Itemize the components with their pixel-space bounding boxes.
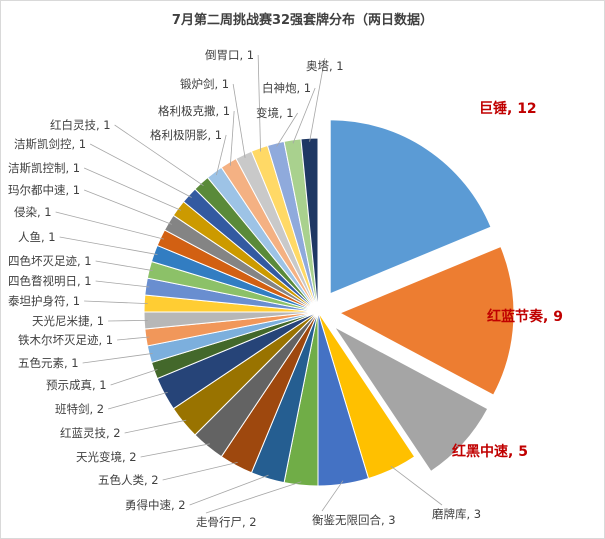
leader-6cf0576662a48eab7b26 — [84, 300, 148, 305]
slice-label-501280c353e3: 倒胃口, 1 — [205, 48, 254, 62]
slice-label-73ed72795251: 班特剑, 2 — [55, 402, 104, 416]
leader-4e9482724eba7c7b — [162, 461, 238, 481]
leader-5929514953d85883 — [140, 443, 210, 458]
slice-7ea284dd8282594f — [338, 245, 515, 396]
leader-78e8724c5e93 — [390, 465, 443, 506]
slice-label-8861927465e0965056de5408: 衡鉴无限回合, 3 — [312, 513, 396, 527]
leader-6d0165af51ef525163a7 — [89, 143, 192, 198]
slice-label-8d709aa8884c5c38: 走骨行尸, 2 — [196, 515, 257, 529]
leader-501280c353e3 — [257, 54, 261, 152]
slice-label-4eba9c7c: 人鱼, 1 — [18, 230, 56, 244]
slice-7ea29ed14e2d901f — [333, 326, 489, 473]
slice-label-683c52296781514b6492: 格利极克撒, 1 — [158, 104, 230, 118]
leader-4e94827251437d20 — [82, 353, 153, 364]
slice-label-953b70895251: 锻炉剑, 1 — [180, 77, 229, 91]
leader-59655854 — [309, 57, 326, 142]
slice-label-4e9482724eba7c7b: 五色人类, 2 — [98, 473, 159, 487]
leader-94c167285c14574f706d8db38ff9 — [117, 336, 150, 341]
leader-592951495c3c7c736377 — [108, 319, 148, 322]
slice-label-59655854: 奥塔, 1 — [306, 59, 344, 73]
slice-label-7ea29ed14e2d901f: 红黑中速, 5 — [452, 443, 528, 460]
leader-56db8272574f706d8db38ff9 — [95, 260, 153, 271]
slice-label-94c167285c14574f706d8db38ff9: 铁木尔坏灭足迹, 1 — [18, 333, 113, 347]
leader-8861927465e0965056de5408 — [321, 480, 344, 512]
pie-slices — [143, 119, 515, 487]
leader-8d709aa8884c5c38 — [205, 481, 302, 514]
slice-label-767d795e70ae: 白神炮, 1 — [262, 81, 311, 95]
leader-73ed72795251 — [108, 391, 168, 410]
slice-label-592951495c3c7c736377: 天光尼米捷, 1 — [32, 314, 104, 328]
slice-5de89524 — [329, 119, 492, 295]
slice-label-739b5c1490fd4e2d901f: 玛尔都中速, 1 — [8, 183, 80, 197]
leader-683c52296781514b6492 — [229, 110, 235, 166]
leader-53d85883 — [276, 112, 298, 147]
leader-52c75f974e2d901f — [189, 474, 269, 506]
leader-9884793a6210771f — [110, 369, 158, 386]
slice-label-7ea2767d70756280: 红白灵技, 1 — [50, 118, 111, 132]
slice-59655854 — [300, 137, 319, 313]
slice-labels: 巨锤, 12 红蓝节奏, 9 红黑中速, 5 磨牌库, 3 衡鉴无限回合, 3 走骨行尸,… — [8, 48, 563, 529]
slice-label-5929514953d85883: 天光变境, 2 — [76, 450, 137, 464]
slice-label-9884793a6210771f: 预示成真, 1 — [46, 378, 107, 392]
leader-767d795e70ae — [292, 87, 316, 144]
leader-7ea2767d70756280 — [114, 124, 204, 186]
leader-7ea284dd70756280 — [124, 419, 187, 434]
leader-4fb567d3 — [55, 211, 164, 240]
slice-label-53d85883: 变境, 1 — [256, 106, 294, 120]
slice-label-6d0165af51ef525163a7: 洁斯凯剑控, 1 — [14, 137, 86, 151]
slice-label-56db8272574f706d8db38ff9: 四色坏灭足迹, 1 — [8, 254, 92, 268]
label-leaders — [55, 54, 443, 514]
leader-683c5229678196345f71 — [216, 134, 227, 176]
slice-label-5de89524: 巨锤, 12 — [479, 100, 537, 117]
slice-label-56db8272778089c6660e65e5: 四色瞀视明日, 1 — [8, 274, 92, 288]
slice-label-78e8724c5e93: 磨牌库, 3 — [432, 507, 481, 521]
chart-title: 7月第二周挑战赛32强套牌分布（两日数据） — [171, 13, 434, 28]
slice-label-4e94827251437d20: 五色元素, 1 — [18, 356, 79, 370]
leader-6d0165af51ef63a75236 — [83, 167, 182, 211]
leader-4eba9c7c — [59, 236, 158, 255]
slice-label-6cf0576662a48eab7b26: 泰坦护身符, 1 — [8, 294, 80, 308]
slice-label-52c75f974e2d901f: 勇得中速, 2 — [125, 498, 186, 512]
slice-label-7ea284dd70756280: 红蓝灵技, 2 — [60, 426, 121, 440]
leader-56db8272778089c6660e65e5 — [95, 280, 150, 288]
leader-739b5c1490fd4e2d901f — [83, 189, 172, 225]
slice-label-683c5229678196345f71: 格利极阴影, 1 — [150, 128, 222, 142]
leader-953b70895251 — [232, 83, 246, 158]
slice-label-6d0165af51ef63a75236: 洁斯凯控制, 1 — [8, 161, 80, 175]
slice-label-4fb567d3: 侵染, 1 — [14, 205, 52, 219]
slice-label-7ea284dd8282594f: 红蓝节奏, 9 — [487, 308, 563, 325]
